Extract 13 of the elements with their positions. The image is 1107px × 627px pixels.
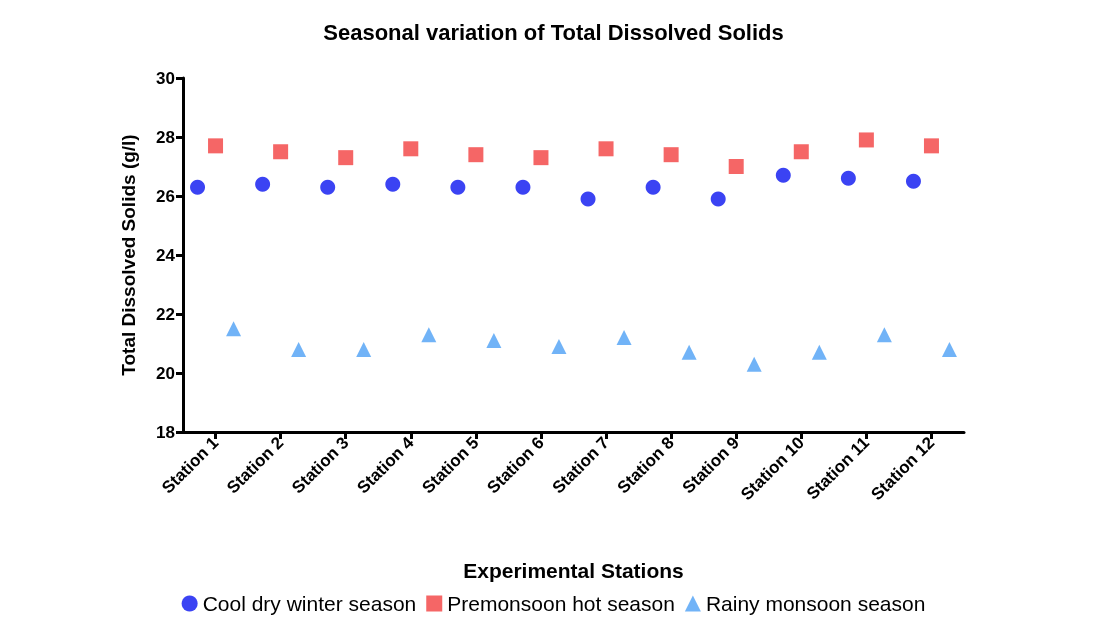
chart-title: Seasonal variation of Total Dissolved Solids [323, 19, 784, 45]
y-tick-label: 22 [156, 304, 175, 324]
legend-label: Rainy monsoon season [705, 592, 926, 615]
y-tick-label: 20 [156, 363, 175, 383]
y-axis-title: Total Dissolved Solids (g/l) [118, 134, 139, 376]
y-tick-label: 28 [156, 127, 175, 147]
y-tick-label: 30 [156, 68, 175, 88]
x-axis-title: Experimental Stations [463, 559, 684, 582]
y-tick-label: 18 [156, 422, 175, 442]
legend-label: Cool dry winter season [202, 592, 417, 615]
y-tick-label: 24 [156, 245, 176, 265]
legend-label: Premonsoon hot season [447, 592, 675, 615]
y-tick-label: 26 [156, 186, 175, 206]
